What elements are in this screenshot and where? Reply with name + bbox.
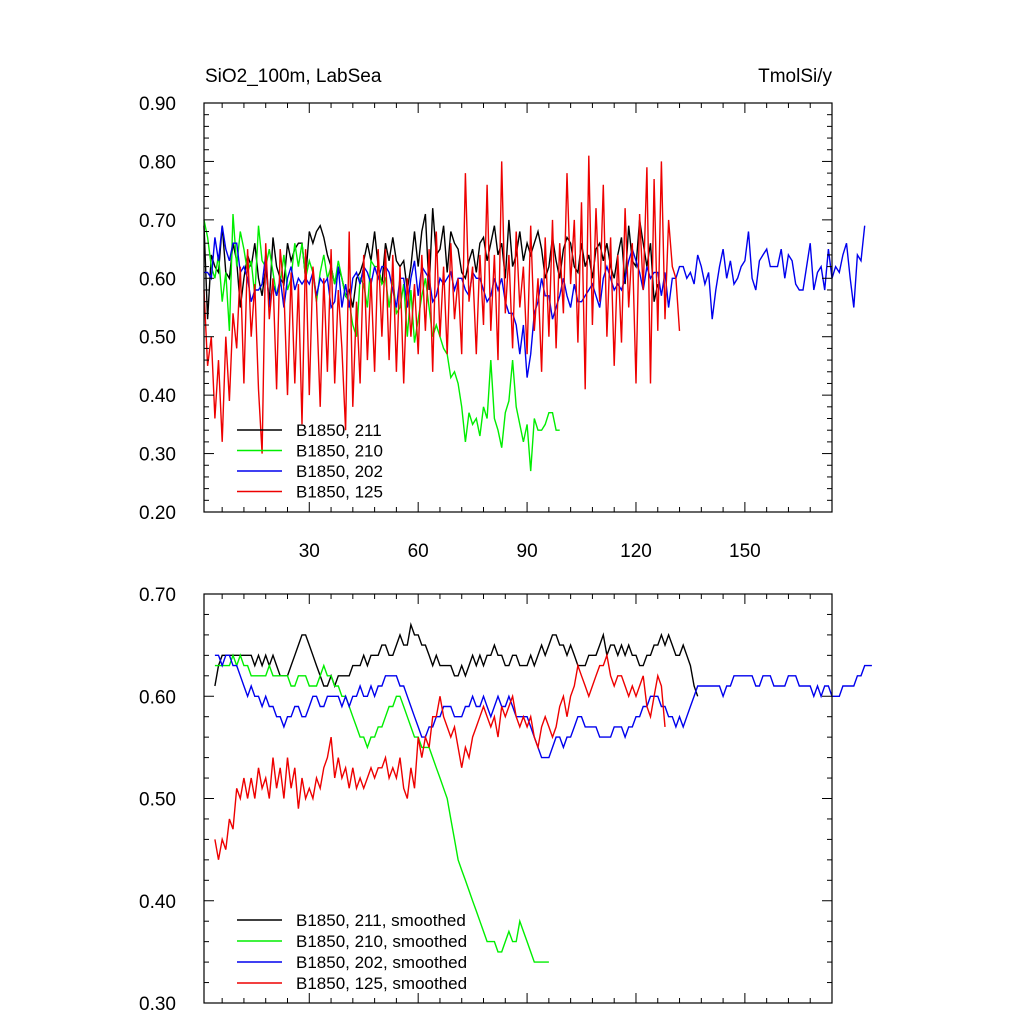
y-tick-label: 0.70 — [139, 211, 176, 232]
y-tick-label: 0.80 — [139, 152, 176, 173]
chart-top-panel: SiO2_100m, LabSea TmolSi/y 0.20 0.30 0.40 0… — [139, 66, 866, 562]
legend-label: B1850, 125 — [296, 483, 383, 502]
y-tick-label: 0.60 — [139, 687, 176, 708]
y-tick-label: 0.70 — [139, 585, 176, 606]
legend-label: B1850, 211, smoothed — [296, 911, 466, 930]
legend-label: B1850, 210 — [296, 442, 383, 461]
series-line-b1850-125 — [203, 155, 681, 454]
series-line-b1850-210-smoothed — [214, 653, 549, 963]
y-tick-label: 0.40 — [139, 386, 176, 407]
chart-title: SiO2_100m, LabSea — [205, 66, 382, 87]
x-tick-label: 30 — [299, 541, 320, 562]
series-line-b1850-211-smoothed — [214, 621, 699, 697]
y-tick-label: 0.40 — [139, 892, 176, 913]
legend: B1850, 211, smoothed B1850, 210, smoothed… — [237, 911, 467, 993]
y-tick-label: 0.50 — [139, 328, 176, 349]
x-tick-label: 150 — [729, 541, 761, 562]
chart-bottom-panel: 0.30 0.40 0.50 0.60 0.70 B1850, 211, smoothed… — [139, 585, 872, 1015]
x-tick-label: 120 — [620, 541, 652, 562]
legend-label: B1850, 210, smoothed — [296, 932, 467, 951]
chart-units: TmolSi/y — [758, 66, 832, 87]
legend-label: B1850, 211 — [296, 421, 382, 440]
legend-label: B1850, 202 — [296, 462, 383, 481]
legend-label: B1850, 202, smoothed — [296, 953, 467, 972]
series-line-b1850-202-smoothed — [214, 654, 872, 759]
y-tick-label: 0.30 — [139, 445, 176, 466]
series-line-b1850-210 — [203, 213, 560, 472]
series-line-b1850-125-smoothed — [214, 652, 666, 860]
x-tick-label: 90 — [517, 541, 538, 562]
y-tick-label: 0.60 — [139, 269, 176, 290]
y-tick-label: 0.90 — [139, 94, 176, 115]
y-tick-label: 0.20 — [139, 503, 176, 524]
y-tick-label: 0.50 — [139, 790, 176, 811]
x-tick-label: 60 — [408, 541, 429, 562]
plot-frame — [203, 102, 833, 513]
legend-label: B1850, 125, smoothed — [296, 974, 467, 993]
y-tick-label: 0.30 — [139, 994, 176, 1015]
